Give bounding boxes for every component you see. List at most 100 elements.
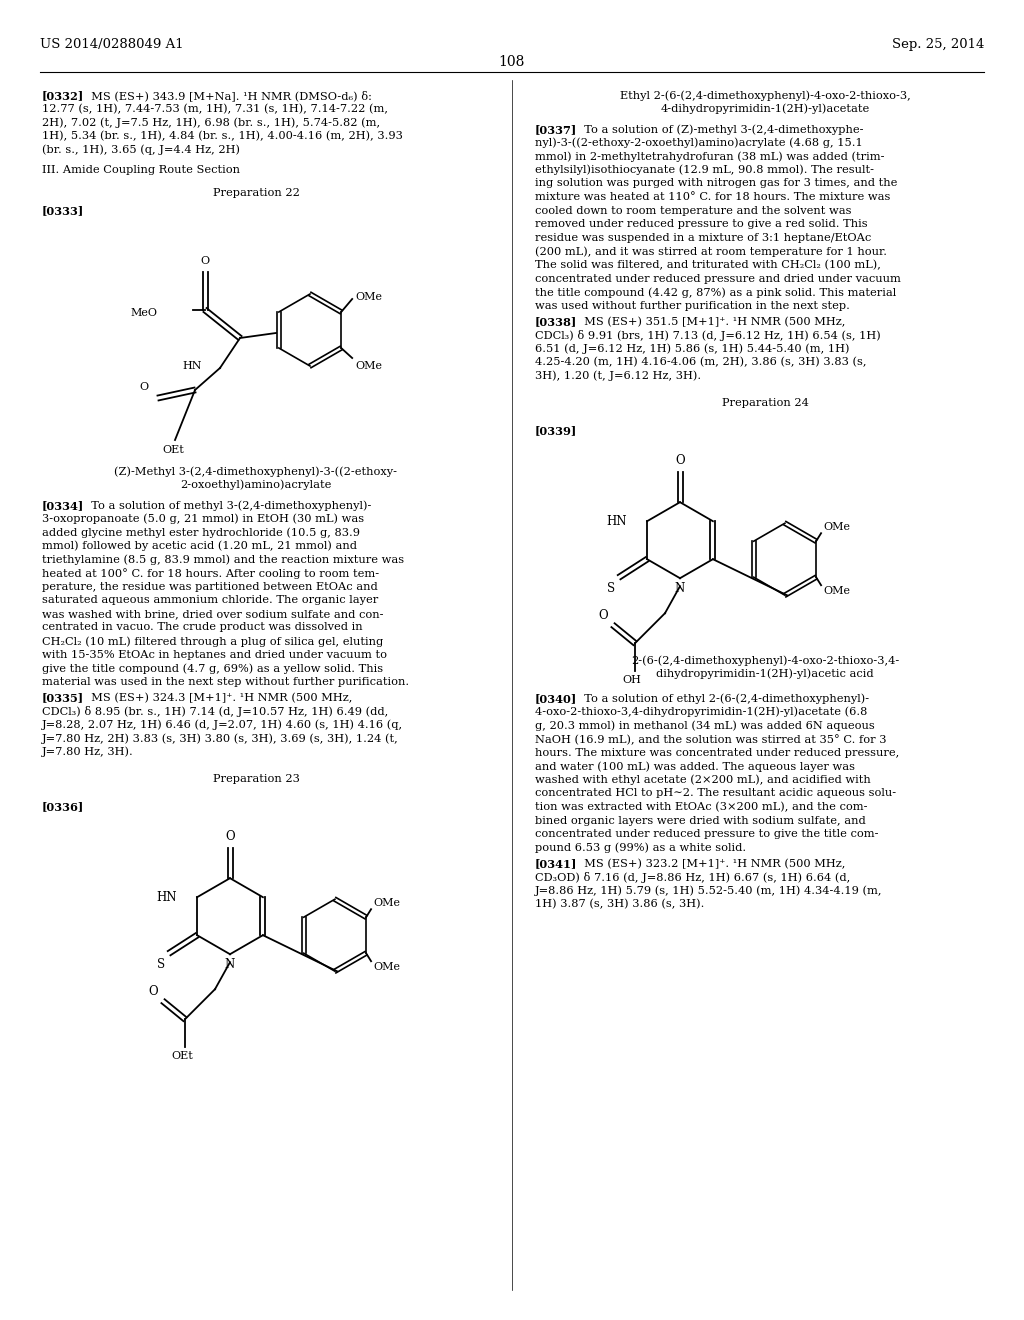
Text: material was used in the next step without further purification.: material was used in the next step witho…	[42, 677, 410, 686]
Text: washed with ethyl acetate (2×200 mL), and acidified with: washed with ethyl acetate (2×200 mL), an…	[535, 775, 870, 785]
Text: was used without further purification in the next step.: was used without further purification in…	[535, 301, 850, 310]
Text: 2H), 7.02 (t, J=7.5 Hz, 1H), 6.98 (br. s., 1H), 5.74-5.82 (m,: 2H), 7.02 (t, J=7.5 Hz, 1H), 6.98 (br. s…	[42, 117, 380, 128]
Text: (200 mL), and it was stirred at room temperature for 1 hour.: (200 mL), and it was stirred at room tem…	[535, 247, 887, 257]
Text: [0332]: [0332]	[42, 90, 84, 102]
Text: OMe: OMe	[373, 962, 400, 973]
Text: [0341]: [0341]	[535, 858, 578, 870]
Text: US 2014/0288049 A1: US 2014/0288049 A1	[40, 38, 183, 51]
Text: 1H) 3.87 (s, 3H) 3.86 (s, 3H).: 1H) 3.87 (s, 3H) 3.86 (s, 3H).	[535, 899, 705, 909]
Text: MeO: MeO	[130, 308, 157, 318]
Text: [0335]: [0335]	[42, 693, 84, 704]
Text: was washed with brine, dried over sodium sulfate and con-: was washed with brine, dried over sodium…	[42, 609, 384, 619]
Text: To a solution of (Z)-methyl 3-(2,4-dimethoxyphe-: To a solution of (Z)-methyl 3-(2,4-dimet…	[577, 124, 863, 135]
Text: [0333]: [0333]	[42, 206, 84, 216]
Text: CDCl₃) δ 8.95 (br. s., 1H) 7.14 (d, J=10.57 Hz, 1H) 6.49 (dd,: CDCl₃) δ 8.95 (br. s., 1H) 7.14 (d, J=10…	[42, 706, 388, 717]
Text: NaOH (16.9 mL), and the solution was stirred at 35° C. for 3: NaOH (16.9 mL), and the solution was sti…	[535, 734, 887, 744]
Text: (br. s., 1H), 3.65 (q, J=4.4 Hz, 2H): (br. s., 1H), 3.65 (q, J=4.4 Hz, 2H)	[42, 144, 240, 154]
Text: ing solution was purged with nitrogen gas for 3 times, and the: ing solution was purged with nitrogen ga…	[535, 178, 897, 189]
Text: mmol) followed by acetic acid (1.20 mL, 21 mmol) and: mmol) followed by acetic acid (1.20 mL, …	[42, 541, 357, 552]
Text: To a solution of methyl 3-(2,4-dimethoxyphenyl)-: To a solution of methyl 3-(2,4-dimethoxy…	[84, 500, 372, 511]
Text: S: S	[157, 958, 165, 972]
Text: pound 6.53 g (99%) as a white solid.: pound 6.53 g (99%) as a white solid.	[535, 843, 746, 854]
Text: heated at 100° C. for 18 hours. After cooling to room tem-: heated at 100° C. for 18 hours. After co…	[42, 568, 379, 579]
Text: 3-oxopropanoate (5.0 g, 21 mmol) in EtOH (30 mL) was: 3-oxopropanoate (5.0 g, 21 mmol) in EtOH…	[42, 513, 365, 524]
Text: Preparation 24: Preparation 24	[722, 399, 808, 408]
Text: removed under reduced pressure to give a red solid. This: removed under reduced pressure to give a…	[535, 219, 867, 230]
Text: 1H), 5.34 (br. s., 1H), 4.84 (br. s., 1H), 4.00-4.16 (m, 2H), 3.93: 1H), 5.34 (br. s., 1H), 4.84 (br. s., 1H…	[42, 131, 402, 141]
Text: dihydropyrimidin-1(2H)-yl)acetic acid: dihydropyrimidin-1(2H)-yl)acetic acid	[656, 669, 873, 680]
Text: O: O	[675, 454, 685, 467]
Text: The solid was filtered, and triturated with CH₂Cl₂ (100 mL),: The solid was filtered, and triturated w…	[535, 260, 881, 271]
Text: [0340]: [0340]	[535, 693, 578, 705]
Text: N: N	[675, 582, 685, 595]
Text: 2-oxoethyl)amino)acrylate: 2-oxoethyl)amino)acrylate	[180, 479, 332, 490]
Text: S: S	[607, 582, 615, 595]
Text: [0336]: [0336]	[42, 801, 84, 812]
Text: (Z)-Methyl 3-(2,4-dimethoxyphenyl)-3-((2-ethoxy-: (Z)-Methyl 3-(2,4-dimethoxyphenyl)-3-((2…	[115, 466, 397, 477]
Text: CDCl₃) δ 9.91 (brs, 1H) 7.13 (d, J=6.12 Hz, 1H) 6.54 (s, 1H): CDCl₃) δ 9.91 (brs, 1H) 7.13 (d, J=6.12 …	[535, 330, 881, 341]
Text: OH: OH	[623, 676, 641, 685]
Text: Preparation 22: Preparation 22	[213, 187, 299, 198]
Text: O: O	[201, 256, 210, 267]
Text: cooled down to room temperature and the solvent was: cooled down to room temperature and the …	[535, 206, 852, 215]
Text: III. Amide Coupling Route Section: III. Amide Coupling Route Section	[42, 165, 240, 174]
Text: MS (ES+) 343.9 [M+Na]. ¹H NMR (DMSO-d₆) δ:: MS (ES+) 343.9 [M+Na]. ¹H NMR (DMSO-d₆) …	[84, 90, 372, 100]
Text: added glycine methyl ester hydrochloride (10.5 g, 83.9: added glycine methyl ester hydrochloride…	[42, 527, 360, 537]
Text: 2-(6-(2,4-dimethoxyphenyl)-4-oxo-2-thioxo-3,4-: 2-(6-(2,4-dimethoxyphenyl)-4-oxo-2-thiox…	[631, 655, 899, 665]
Text: J=7.80 Hz, 3H).: J=7.80 Hz, 3H).	[42, 747, 134, 758]
Text: J=8.86 Hz, 1H) 5.79 (s, 1H) 5.52-5.40 (m, 1H) 4.34-4.19 (m,: J=8.86 Hz, 1H) 5.79 (s, 1H) 5.52-5.40 (m…	[535, 886, 883, 896]
Text: 12.77 (s, 1H), 7.44-7.53 (m, 1H), 7.31 (s, 1H), 7.14-7.22 (m,: 12.77 (s, 1H), 7.44-7.53 (m, 1H), 7.31 (…	[42, 103, 388, 114]
Text: saturated aqueous ammonium chloride. The organic layer: saturated aqueous ammonium chloride. The…	[42, 595, 378, 605]
Text: J=8.28, 2.07 Hz, 1H) 6.46 (d, J=2.07, 1H) 4.60 (s, 1H) 4.16 (q,: J=8.28, 2.07 Hz, 1H) 6.46 (d, J=2.07, 1H…	[42, 719, 403, 730]
Text: hours. The mixture was concentrated under reduced pressure,: hours. The mixture was concentrated unde…	[535, 747, 899, 758]
Text: 4.25-4.20 (m, 1H) 4.16-4.06 (m, 2H), 3.86 (s, 3H) 3.83 (s,: 4.25-4.20 (m, 1H) 4.16-4.06 (m, 2H), 3.8…	[535, 358, 866, 367]
Text: [0334]: [0334]	[42, 500, 84, 511]
Text: residue was suspended in a mixture of 3:1 heptane/EtOAc: residue was suspended in a mixture of 3:…	[535, 232, 871, 243]
Text: OMe: OMe	[823, 523, 850, 532]
Text: N: N	[225, 958, 236, 972]
Text: nyl)-3-((2-ethoxy-2-oxoethyl)amino)acrylate (4.68 g, 15.1: nyl)-3-((2-ethoxy-2-oxoethyl)amino)acryl…	[535, 137, 863, 148]
Text: [0339]: [0339]	[535, 425, 578, 436]
Text: mixture was heated at 110° C. for 18 hours. The mixture was: mixture was heated at 110° C. for 18 hou…	[535, 191, 891, 202]
Text: 3H), 1.20 (t, J=6.12 Hz, 3H).: 3H), 1.20 (t, J=6.12 Hz, 3H).	[535, 371, 701, 381]
Text: O: O	[139, 381, 148, 392]
Text: MS (ES+) 324.3 [M+1]⁺. ¹H NMR (500 MHz,: MS (ES+) 324.3 [M+1]⁺. ¹H NMR (500 MHz,	[84, 693, 352, 702]
Text: [0337]: [0337]	[535, 124, 578, 135]
Text: J=7.80 Hz, 2H) 3.83 (s, 3H) 3.80 (s, 3H), 3.69 (s, 3H), 1.24 (t,: J=7.80 Hz, 2H) 3.83 (s, 3H) 3.80 (s, 3H)…	[42, 733, 398, 743]
Text: the title compound (4.42 g, 87%) as a pink solid. This material: the title compound (4.42 g, 87%) as a pi…	[535, 288, 896, 298]
Text: OMe: OMe	[355, 360, 382, 371]
Text: concentrated HCl to pH∼2. The resultant acidic aqueous solu-: concentrated HCl to pH∼2. The resultant …	[535, 788, 896, 799]
Text: triethylamine (8.5 g, 83.9 mmol) and the reaction mixture was: triethylamine (8.5 g, 83.9 mmol) and the…	[42, 554, 404, 565]
Text: 4-dihydropyrimidin-1(2H)-yl)acetate: 4-dihydropyrimidin-1(2H)-yl)acetate	[660, 103, 869, 114]
Text: MS (ES+) 323.2 [M+1]⁺. ¹H NMR (500 MHz,: MS (ES+) 323.2 [M+1]⁺. ¹H NMR (500 MHz,	[577, 858, 846, 869]
Text: 6.51 (d, J=6.12 Hz, 1H) 5.86 (s, 1H) 5.44-5.40 (m, 1H): 6.51 (d, J=6.12 Hz, 1H) 5.86 (s, 1H) 5.4…	[535, 343, 850, 354]
Text: O: O	[225, 830, 234, 843]
Text: with 15-35% EtOAc in heptanes and dried under vacuum to: with 15-35% EtOAc in heptanes and dried …	[42, 649, 387, 660]
Text: give the title compound (4.7 g, 69%) as a yellow solid. This: give the title compound (4.7 g, 69%) as …	[42, 663, 383, 673]
Text: perature, the residue was partitioned between EtOAc and: perature, the residue was partitioned be…	[42, 582, 378, 591]
Text: [0338]: [0338]	[535, 317, 578, 327]
Text: ethylsilyl)isothiocyanate (12.9 mL, 90.8 mmol). The result-: ethylsilyl)isothiocyanate (12.9 mL, 90.8…	[535, 165, 874, 176]
Text: MS (ES+) 351.5 [M+1]⁺. ¹H NMR (500 MHz,: MS (ES+) 351.5 [M+1]⁺. ¹H NMR (500 MHz,	[577, 317, 846, 327]
Text: OMe: OMe	[823, 586, 850, 597]
Text: OMe: OMe	[373, 898, 400, 908]
Text: OMe: OMe	[355, 292, 382, 302]
Text: Preparation 23: Preparation 23	[213, 774, 299, 784]
Text: O: O	[148, 985, 158, 998]
Text: g, 20.3 mmol) in methanol (34 mL) was added 6N aqueous: g, 20.3 mmol) in methanol (34 mL) was ad…	[535, 721, 874, 731]
Text: HN: HN	[182, 360, 202, 371]
Text: 4-oxo-2-thioxo-3,4-dihydropyrimidin-1(2H)-yl)acetate (6.8: 4-oxo-2-thioxo-3,4-dihydropyrimidin-1(2H…	[535, 708, 867, 718]
Text: mmol) in 2-methyltetrahydrofuran (38 mL) was added (trim-: mmol) in 2-methyltetrahydrofuran (38 mL)…	[535, 152, 885, 162]
Text: HN: HN	[157, 891, 177, 904]
Text: tion was extracted with EtOAc (3×200 mL), and the com-: tion was extracted with EtOAc (3×200 mL)…	[535, 803, 867, 812]
Text: and water (100 mL) was added. The aqueous layer was: and water (100 mL) was added. The aqueou…	[535, 762, 855, 772]
Text: bined organic layers were dried with sodium sulfate, and: bined organic layers were dried with sod…	[535, 816, 865, 826]
Text: Ethyl 2-(6-(2,4-dimethoxyphenyl)-4-oxo-2-thioxo-3,: Ethyl 2-(6-(2,4-dimethoxyphenyl)-4-oxo-2…	[620, 90, 910, 100]
Text: HN: HN	[606, 515, 627, 528]
Text: centrated in vacuo. The crude product was dissolved in: centrated in vacuo. The crude product wa…	[42, 623, 362, 632]
Text: O: O	[598, 610, 608, 622]
Text: concentrated under reduced pressure and dried under vacuum: concentrated under reduced pressure and …	[535, 273, 901, 284]
Text: 108: 108	[499, 55, 525, 69]
Text: CH₂Cl₂ (10 mL) filtered through a plug of silica gel, eluting: CH₂Cl₂ (10 mL) filtered through a plug o…	[42, 636, 383, 647]
Text: concentrated under reduced pressure to give the title com-: concentrated under reduced pressure to g…	[535, 829, 879, 840]
